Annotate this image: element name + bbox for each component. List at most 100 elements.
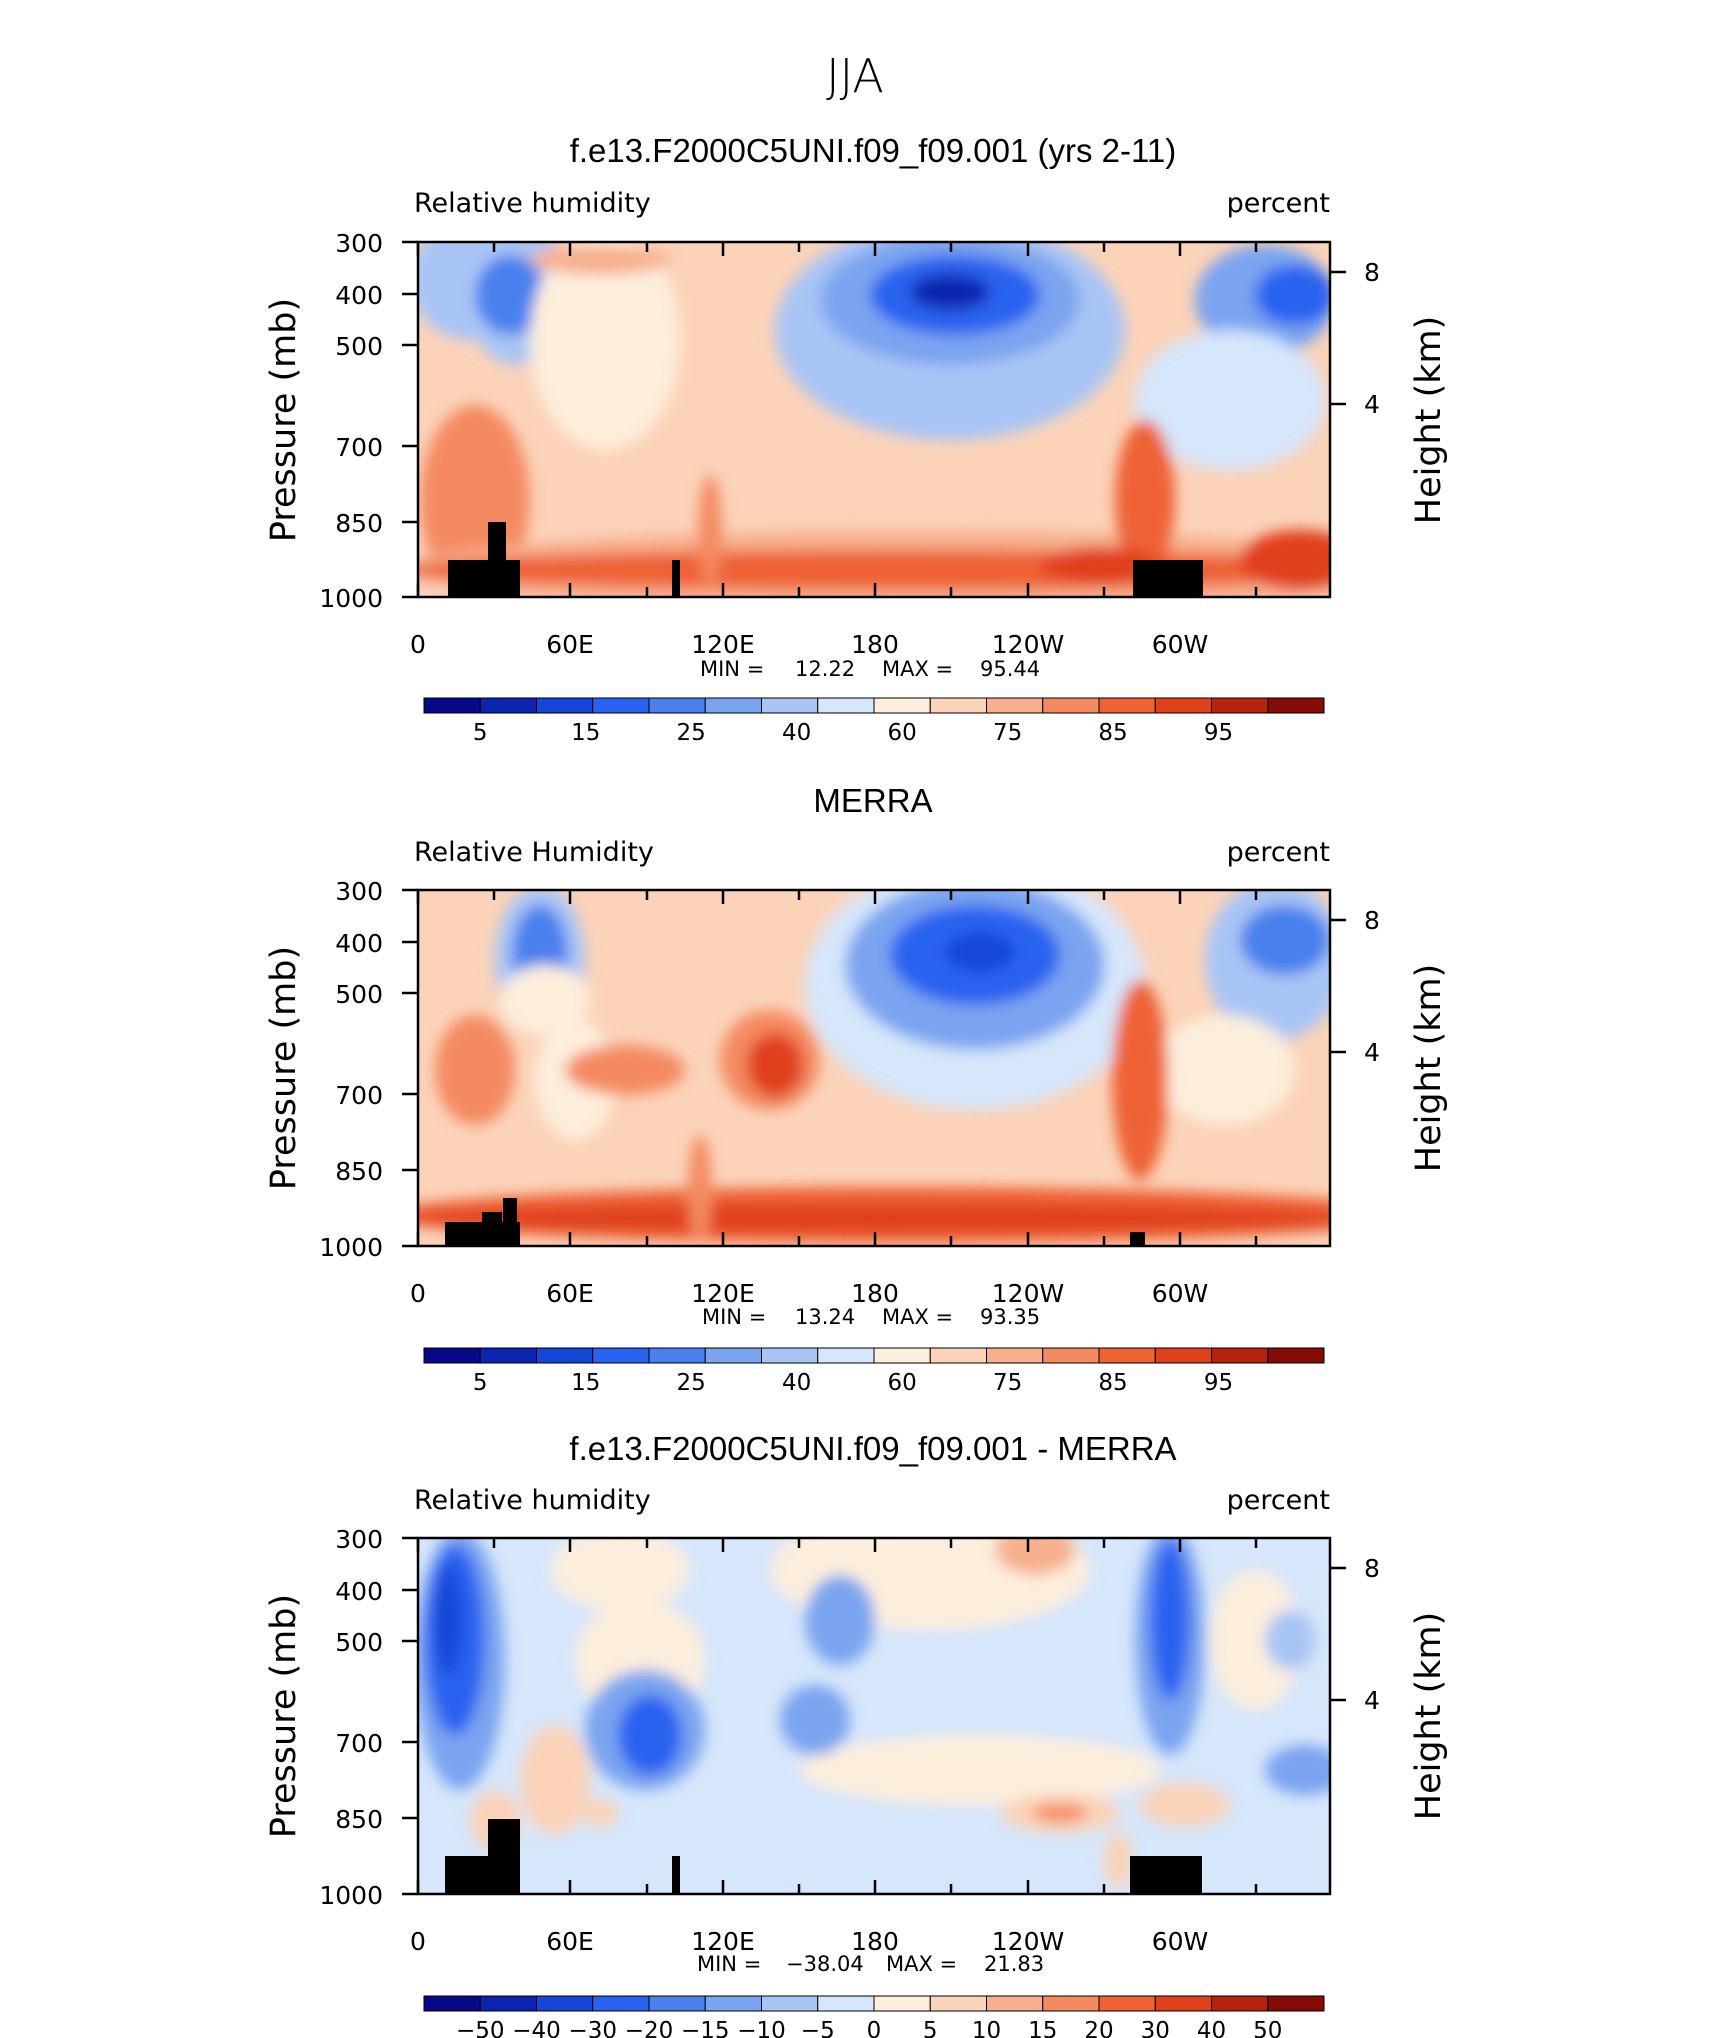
colorbar-label: 95 xyxy=(1204,1370,1233,1396)
x-tick-label: 60W xyxy=(1152,1279,1209,1308)
y-tick-label: 850 xyxy=(335,1157,383,1186)
colorbar-swatch xyxy=(1154,1995,1212,2012)
colorbar-label: 10 xyxy=(972,2018,1001,2038)
y-tick-label: 300 xyxy=(335,1525,383,1554)
colorbar-swatch xyxy=(704,1347,762,1364)
x-tick-label: 120W xyxy=(992,1927,1064,1956)
colorbar-label: 85 xyxy=(1098,1370,1127,1396)
colorbar-label: 40 xyxy=(1197,2018,1226,2038)
panel-model: f.e13.F2000C5UNI.f09_f09.001 (yrs 2-11) … xyxy=(264,132,1449,746)
max-label: MAX = xyxy=(882,657,953,681)
y-tick-label: 700 xyxy=(335,1081,383,1110)
colorbar-swatch xyxy=(423,1347,481,1364)
colorbar-swatch xyxy=(761,1347,819,1364)
colorbar: 5 15 25 40 60 75 85 95 xyxy=(423,697,1325,746)
y2-axis-title: Height (km) xyxy=(1409,316,1449,525)
colorbar-swatch xyxy=(761,697,819,714)
colorbar-label: −50 xyxy=(456,2018,505,2038)
y-tick-label: 850 xyxy=(335,509,383,538)
colorbar-label: 40 xyxy=(782,720,811,746)
y-axis: 300 400 500 700 850 1000 Pressure (mb) xyxy=(264,1525,418,1910)
colorbar-swatch xyxy=(536,697,594,714)
x-axis: 0 60E 120E 180 120W 60W xyxy=(410,1538,1258,1956)
min-value: 13.24 xyxy=(795,1305,855,1329)
colorbar-swatch xyxy=(704,1995,762,2012)
colorbar-swatch xyxy=(1098,1347,1156,1364)
x-tick-label: 120E xyxy=(691,1927,755,1956)
y-tick-label: 1000 xyxy=(319,584,383,613)
colorbar-swatch xyxy=(1267,697,1325,714)
x-tick-label: 120W xyxy=(992,1279,1064,1308)
colorbar-label: 50 xyxy=(1253,2018,1282,2038)
colorbar-label: 75 xyxy=(993,720,1022,746)
colorbar-swatch xyxy=(592,697,650,714)
colorbar-swatch xyxy=(648,697,706,714)
colorbar-label: 15 xyxy=(1028,2018,1057,2038)
max-label: MAX = xyxy=(882,1305,953,1329)
colorbar-label: 40 xyxy=(782,1370,811,1396)
variable-label: Relative humidity xyxy=(414,188,651,219)
x-tick-label: 60E xyxy=(546,630,594,659)
y2-tick-label: 4 xyxy=(1364,1038,1380,1067)
x-tick-label: 60E xyxy=(546,1927,594,1956)
x-tick-label: 60W xyxy=(1152,630,1209,659)
colorbar-swatch xyxy=(1211,1347,1269,1364)
colorbar-swatch xyxy=(1211,1995,1269,2012)
contour-field xyxy=(418,890,1330,1246)
colorbar-swatch xyxy=(592,1995,650,2012)
min-max-label: MIN = −38.04 MAX = 21.83 xyxy=(697,1952,1044,1976)
colorbar-label: 85 xyxy=(1098,720,1127,746)
panel-title: MERRA xyxy=(813,782,932,819)
colorbar-swatch xyxy=(986,697,1044,714)
colorbar-swatch xyxy=(479,697,537,714)
y-tick-label: 500 xyxy=(335,980,383,1009)
colorbar-swatch xyxy=(986,1347,1044,1364)
colorbar-swatch xyxy=(761,1995,819,2012)
colorbar-swatch xyxy=(1154,697,1212,714)
x-tick-label: 180 xyxy=(851,1279,899,1308)
units-label: percent xyxy=(1227,1485,1330,1516)
colorbar-swatch xyxy=(873,697,931,714)
y2-axis: 8 4 Height (km) xyxy=(1330,1554,1449,1820)
y-axis-title: Pressure (mb) xyxy=(264,1594,304,1838)
colorbar-swatch xyxy=(873,1347,931,1364)
y2-axis-title: Height (km) xyxy=(1409,964,1449,1173)
colorbar-swatch xyxy=(1098,1995,1156,2012)
y2-tick-label: 8 xyxy=(1364,258,1380,287)
colorbar: 5 15 25 40 60 75 85 95 xyxy=(423,1347,1325,1396)
y2-tick-label: 4 xyxy=(1364,1686,1380,1715)
colorbar-swatch xyxy=(479,1347,537,1364)
colorbar-swatch xyxy=(817,1995,875,2012)
colorbar-swatch xyxy=(704,697,762,714)
colorbar-swatch xyxy=(1267,1995,1325,2012)
y2-axis-title: Height (km) xyxy=(1409,1612,1449,1821)
y-axis: 300 400 500 700 850 1000 Pressure (mb) xyxy=(264,229,418,613)
colorbar-swatch xyxy=(1154,1347,1212,1364)
colorbar-label: 5 xyxy=(923,2018,938,2038)
colorbar-swatch xyxy=(986,1995,1044,2012)
colorbar-swatch xyxy=(423,697,481,714)
colorbar-swatch xyxy=(479,1995,537,2012)
x-tick-label: 120E xyxy=(691,630,755,659)
min-max-label: MIN = 13.24 MAX = 93.35 xyxy=(702,1305,1040,1329)
colorbar-swatch xyxy=(817,697,875,714)
y-tick-label: 1000 xyxy=(319,1233,383,1262)
colorbar-label: 60 xyxy=(887,720,916,746)
y2-axis: 8 4 Height (km) xyxy=(1330,258,1449,524)
colorbar-label: −10 xyxy=(737,2018,786,2038)
colorbar-swatch xyxy=(648,1995,706,2012)
x-tick-label: 60E xyxy=(546,1279,594,1308)
x-tick-label: 180 xyxy=(851,630,899,659)
colorbar-swatch xyxy=(536,1347,594,1364)
x-tick-label: 0 xyxy=(410,1279,426,1308)
max-value: 93.35 xyxy=(980,1305,1040,1329)
colorbar-swatch xyxy=(929,1995,987,2012)
colorbar-label: 25 xyxy=(677,720,706,746)
x-tick-label: 0 xyxy=(410,1927,426,1956)
y-axis-title: Pressure (mb) xyxy=(264,298,304,542)
max-value: 95.44 xyxy=(980,657,1040,681)
contour-field xyxy=(418,1538,1330,1894)
x-tick-label: 120W xyxy=(992,630,1064,659)
y-tick-label: 850 xyxy=(335,1805,383,1834)
y2-axis: 8 4 Height (km) xyxy=(1330,906,1449,1172)
